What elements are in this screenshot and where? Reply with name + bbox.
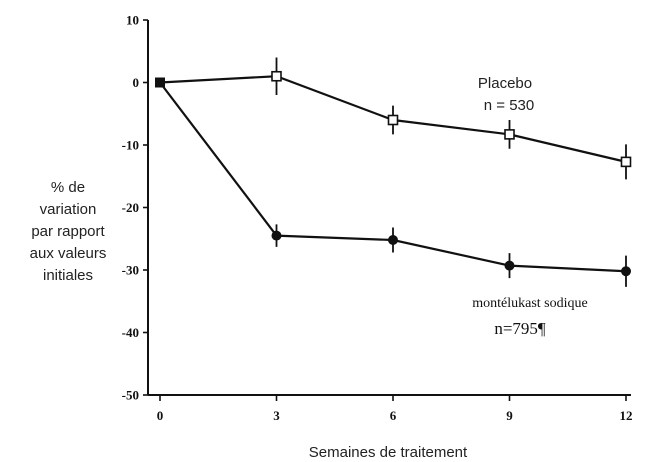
data-point [271, 230, 282, 241]
series-n-montelukast: n=795¶ [494, 319, 546, 338]
series-layer [155, 57, 632, 287]
x-tick-label: 6 [390, 408, 397, 423]
data-point [271, 70, 282, 82]
placebo-annotation: Placebo n = 530 [478, 75, 534, 114]
data-point [504, 129, 515, 140]
series-label-montelukast: montélukast sodique [472, 296, 588, 311]
data-point [388, 235, 398, 245]
axes: 10 0 -10 -20 -30 -40 -50 0 3 6 9 12 [122, 13, 633, 424]
y-tick-label: -40 [122, 325, 139, 340]
series-1 [155, 77, 631, 287]
y-axis-label-line: par rapport [31, 223, 105, 240]
y-axis-label: % de variation par rapport aux valeurs i… [30, 179, 107, 284]
y-axis-label-line: % de [51, 179, 85, 196]
x-tick-label: 12 [620, 408, 633, 423]
y-axis-label-line: variation [40, 201, 97, 218]
series-0 [155, 57, 632, 180]
x-tick-label: 3 [273, 408, 280, 423]
y-tick-label: 10 [126, 13, 139, 28]
y-tick-label: -10 [122, 138, 139, 153]
x-axis-title: Semaines de traitement [309, 444, 468, 461]
series-label-placebo: Placebo [478, 75, 532, 92]
data-point [387, 114, 399, 126]
y-tick-label: -50 [122, 388, 139, 403]
y-axis-label-line: aux valeurs [30, 245, 107, 262]
y-tick-label: -30 [122, 263, 139, 278]
data-point [620, 156, 632, 168]
y-axis-label-line: initiales [43, 267, 93, 284]
x-tick-label: 9 [506, 408, 513, 423]
x-tick-label: 0 [157, 408, 164, 423]
data-point-baseline [155, 77, 165, 88]
y-tick-label: -20 [122, 200, 139, 215]
montelukast-annotation: montélukast sodique n=795¶ [472, 296, 588, 338]
data-point [621, 266, 631, 277]
series-n-placebo: n = 530 [484, 97, 534, 114]
y-tick-label: 0 [133, 75, 140, 90]
data-point [504, 260, 515, 271]
